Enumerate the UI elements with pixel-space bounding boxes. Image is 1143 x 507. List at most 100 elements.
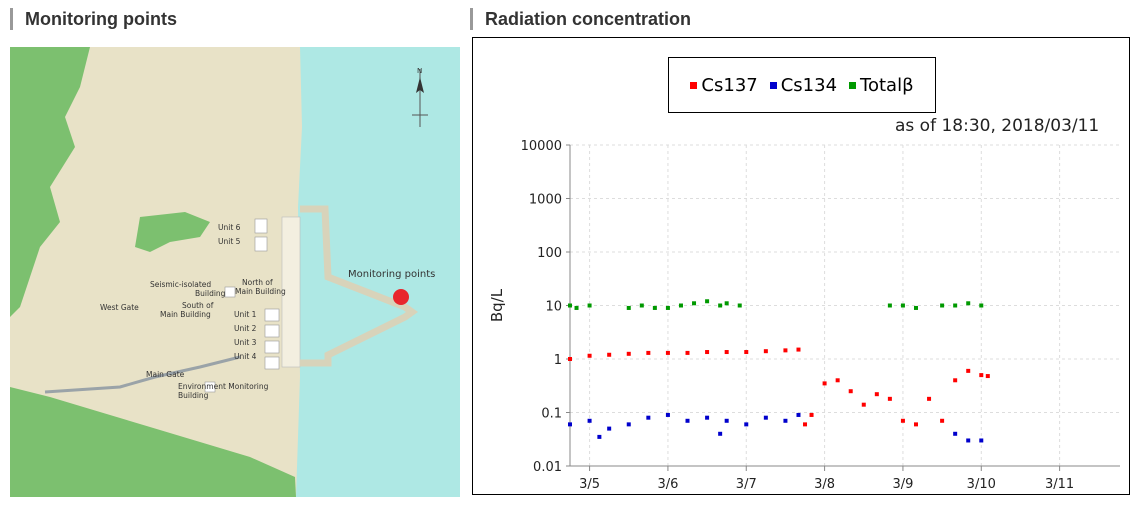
x-tick-label: 3/6: [657, 477, 678, 492]
x-tick-label: 3/9: [892, 477, 913, 492]
total-point: [705, 299, 710, 304]
total-point: [678, 303, 683, 308]
total-point: [887, 303, 892, 308]
monitoring-point-marker: [393, 289, 409, 305]
y-tick-label: 100: [537, 246, 562, 261]
cs134-point: [705, 415, 710, 420]
cs134-point: [665, 412, 670, 417]
legend-totalbeta-swatch: [849, 81, 857, 89]
total-point: [724, 301, 729, 306]
forest-area-north: [135, 212, 210, 252]
cs137-point: [744, 350, 749, 355]
cs137-point: [985, 374, 990, 379]
total-point: [639, 303, 644, 308]
cs137-point: [900, 418, 905, 423]
plant-building: [281, 216, 301, 368]
total-point: [940, 303, 945, 308]
y-tick-label: 0.1: [541, 407, 562, 422]
total-point: [966, 301, 971, 306]
unit5-label: Unit 5: [218, 237, 241, 246]
y-tick-label: 1: [554, 353, 562, 368]
radiation-concentration-title: Radiation concentration: [470, 8, 691, 30]
cs134-point: [607, 426, 612, 431]
cs134-point: [966, 438, 971, 443]
cs134-point: [724, 418, 729, 423]
unit5-building: [254, 236, 268, 252]
monitoring-points-title: Monitoring points: [10, 8, 177, 30]
cs137-point: [587, 353, 592, 358]
env-building: [204, 381, 216, 393]
legend-cs137: Cs137: [690, 74, 758, 96]
total-point: [737, 303, 742, 308]
cs137-point: [685, 350, 690, 355]
legend-cs137-label: Cs137: [701, 74, 758, 96]
y-tick-label: 0.01: [533, 460, 562, 475]
cs137-point: [626, 351, 631, 356]
legend-totalbeta-label: Totalβ: [860, 74, 914, 96]
unit1-building: [264, 308, 280, 322]
cs134-point: [626, 422, 631, 427]
cs137-point: [861, 402, 866, 407]
y-axis-label: Bq/L: [488, 288, 506, 322]
cs137-point: [803, 422, 808, 427]
cs137-point: [763, 349, 768, 354]
cs137-point: [724, 350, 729, 355]
cs134-point: [796, 412, 801, 417]
cs137-point: [822, 381, 827, 386]
cs137-point: [874, 392, 879, 397]
unit2-building: [264, 324, 280, 338]
cs134-point: [646, 415, 651, 420]
chart-legend: Cs137 Cs134 Totalβ: [668, 57, 936, 113]
cs134-point: [744, 422, 749, 427]
port-breakwater: [300, 205, 419, 367]
legend-cs134-label: Cs134: [780, 74, 838, 96]
x-tick-label: 3/10: [967, 477, 996, 492]
cs137-point: [705, 350, 710, 355]
legend-cs137-swatch: [690, 81, 698, 89]
cs134-point: [568, 422, 572, 427]
cs137-point: [607, 352, 612, 357]
cs137-point: [783, 348, 788, 353]
cs137-point: [646, 350, 651, 355]
total-point: [626, 305, 631, 310]
cs137-point: [940, 418, 945, 423]
north-main-label-1: North of: [242, 278, 273, 287]
x-tick-label: 3/7: [736, 477, 757, 492]
land-area: [10, 47, 302, 497]
access-road: [44, 355, 241, 394]
total-point: [587, 303, 592, 308]
forest-area: [10, 47, 90, 317]
cs137-point: [913, 422, 918, 427]
site-map-drawing: Unit 6 Unit 5 North of Main Building Sei…: [10, 47, 435, 497]
env-label-1: Environment Monitoring: [178, 382, 269, 391]
forest-area-south: [10, 387, 296, 497]
cs137-point: [665, 350, 670, 355]
as-of-timestamp: as of 18:30, 2018/03/11: [895, 116, 1100, 136]
unit3-building: [264, 340, 280, 354]
chart-panel: [472, 37, 1130, 495]
legend-cs134-swatch: [769, 81, 777, 89]
total-point: [979, 303, 984, 308]
cs134-point: [953, 431, 958, 436]
north-label: N: [417, 67, 422, 75]
cs137-point: [927, 396, 932, 401]
cs134-point: [597, 434, 602, 439]
cs137-point: [796, 347, 801, 352]
main-gate-label: Main Gate: [146, 370, 185, 379]
legend-cs134: Cs134: [769, 74, 838, 96]
x-tick-label: 3/8: [814, 477, 835, 492]
monitoring-points-map-label: Monitoring points: [348, 269, 435, 280]
unit2-label: Unit 2: [234, 324, 257, 333]
seismic-building: [224, 286, 236, 298]
cs134-point: [718, 431, 723, 436]
total-point: [692, 301, 697, 306]
unit6-label: Unit 6: [218, 223, 241, 232]
north-main-label-2: Main Building: [235, 287, 286, 296]
cs137-point: [966, 368, 971, 373]
y-tick-label: 1000: [529, 193, 562, 208]
x-tick-label: 3/5: [579, 477, 600, 492]
cs137-point: [568, 357, 572, 361]
total-point: [718, 303, 723, 308]
unit3-label: Unit 3: [234, 338, 257, 347]
